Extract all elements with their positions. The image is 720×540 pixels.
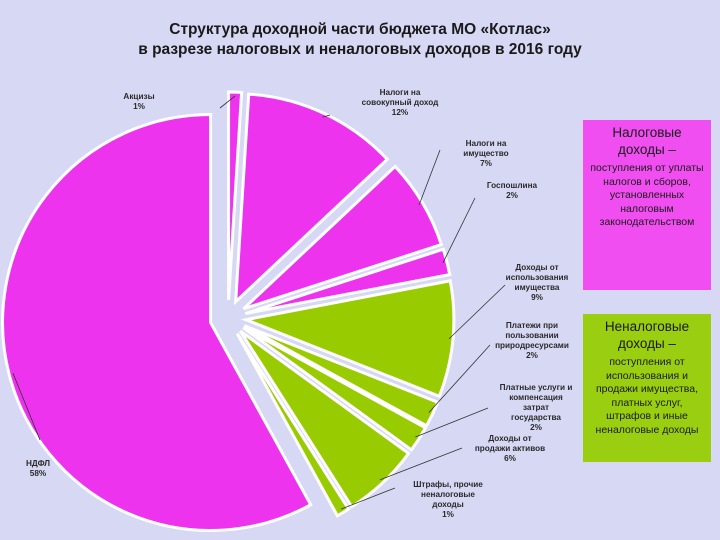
legend-tax-title-line1: Налоговые [612,125,682,140]
pie-slice-9 [235,332,351,518]
slice-label-8: Доходы от продажи активов 6% [475,434,545,463]
slice-label-6: Платежи при пользовании природресурсами 2% [495,321,569,360]
legend-nontax-description: поступления от использования и продажи и… [595,356,699,436]
leader-line-3 [418,149,441,206]
legend-tax-box: Налоговые доходы – поступления от уплаты… [583,120,711,290]
slice-label-7: Платные услуги и компенсация затрат государ… [500,383,573,432]
pie-slice-10 [1,112,313,532]
slice-label-5: Доходы от использования имущества 9% [506,263,569,302]
leader-line-1 [219,95,236,109]
legend-nontax-title: Неналоговые доходы – [589,318,705,352]
legend-tax-description: поступления от уплаты налогов и сборов, … [590,162,704,228]
pie-slice-3 [242,164,444,311]
pie-slice-2 [233,92,390,306]
legend-nontax-title-line2: доходы – [618,336,676,351]
leader-line-5 [448,284,506,340]
chart-title: Структура доходной части бюджета МО «Кот… [0,20,720,60]
leader-line-7 [415,407,489,438]
slice-label-2: Налоги на совокупный доход 12% [362,88,440,117]
slice-label-9: Штрафы, прочие неналоговые доходы 1% [413,480,483,519]
leader-line-10 [12,373,41,441]
chart-title-line1: Структура доходной части бюджета МО «Кот… [169,21,551,38]
pie-slice-4 [244,247,452,315]
legend-tax-title: Налоговые доходы – [589,124,705,158]
leader-line-9 [340,487,396,510]
slice-label-10: НДФЛ 58% [26,459,50,478]
pie-slice-1 [227,90,244,301]
legend-nontax-title-line1: Неналоговые [604,319,690,334]
slice-label-1: Акцизы 1% [123,92,154,111]
chart-title-line2: в разрезе налоговых и неналоговых доходо… [138,41,582,58]
legend-nontax-box: Неналоговые доходы – поступления от испо… [583,314,711,462]
legend-tax-title-line2: доходы – [618,142,676,157]
leader-line-4 [442,197,476,263]
pie-slice-7 [242,326,428,452]
leader-line-8 [379,447,463,481]
leader-line-6 [428,344,491,413]
pie-slice-8 [239,329,411,509]
leader-line-2 [322,114,331,118]
slice-label-4: Госпошлина 2% [487,181,538,200]
slice-label-3: Налоги на имущество 7% [463,139,508,168]
pie-slice-5 [240,278,456,399]
